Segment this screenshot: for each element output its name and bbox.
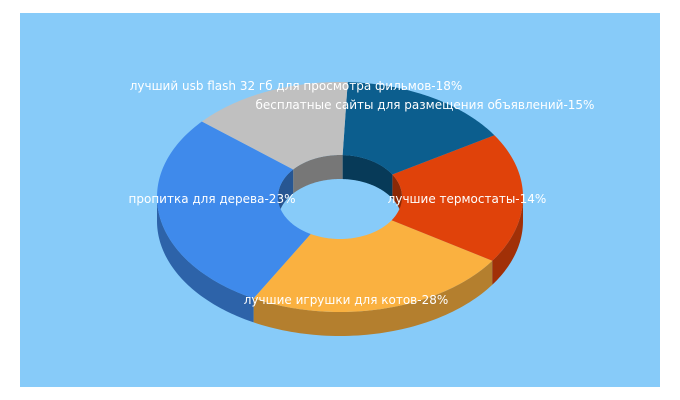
slice-0[interactable] bbox=[157, 121, 311, 299]
slice-4[interactable] bbox=[201, 82, 348, 170]
slice-3[interactable] bbox=[342, 82, 495, 175]
slice-labels: лучшие игрушки для котов-28% пропитка дл… bbox=[129, 79, 595, 307]
slice-label-0: лучшие игрушки для котов-28% bbox=[244, 293, 449, 307]
slice-side-0 bbox=[157, 197, 254, 323]
donut-top bbox=[157, 82, 523, 312]
slice-inner-wall-3 bbox=[342, 155, 393, 199]
slice-1[interactable] bbox=[253, 220, 493, 312]
slice-label-3: бесплатные сайты для размещения объявлен… bbox=[256, 98, 595, 112]
slice-2[interactable] bbox=[391, 135, 523, 261]
slice-side-2 bbox=[492, 197, 523, 285]
slice-side-1 bbox=[253, 260, 493, 336]
slice-inner-wall-0 bbox=[278, 169, 294, 221]
slice-label-1: пропитка для дерева-23% bbox=[129, 192, 296, 206]
slice-label-2: лучший usb flash 32 гб для просмотра фил… bbox=[130, 79, 463, 93]
slice-label-4: лучшие термостаты-14% bbox=[388, 192, 547, 206]
slice-inner-wall-4 bbox=[293, 155, 343, 194]
donut-depth bbox=[157, 197, 523, 336]
